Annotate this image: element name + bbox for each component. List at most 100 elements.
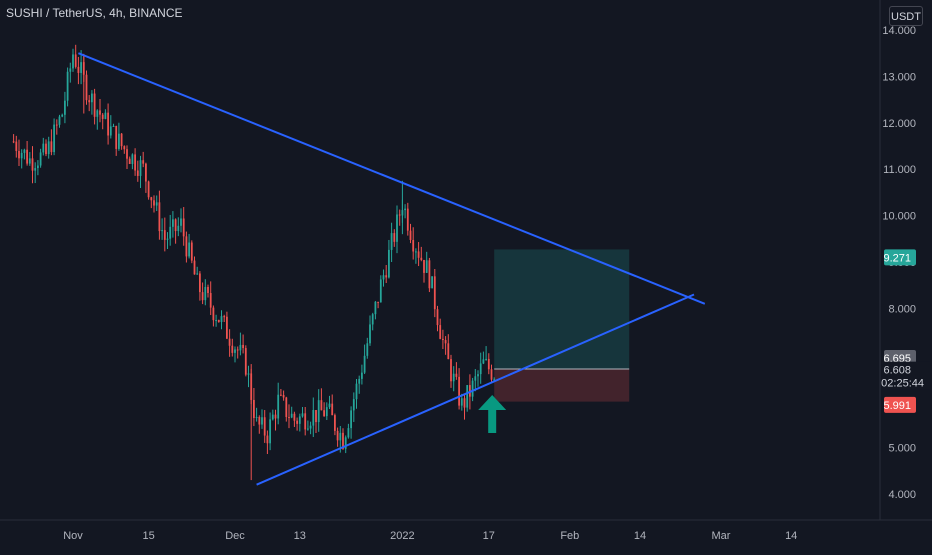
candle-body [80, 62, 82, 73]
candle-body [269, 419, 271, 444]
candle-body [47, 141, 50, 155]
candle-body [379, 279, 382, 303]
time-tick-label: Dec [225, 530, 245, 542]
candle-body [158, 202, 161, 232]
candle-body [39, 152, 42, 166]
candle-body [37, 165, 39, 169]
candle-body [282, 395, 285, 398]
time-tick-label: 14 [634, 530, 646, 542]
candle-body [50, 141, 53, 153]
candle-body [304, 413, 307, 430]
price-tick-label: 14.000 [882, 25, 916, 37]
candle-body [309, 425, 312, 429]
candle-body [134, 154, 136, 171]
candle-body [118, 133, 120, 149]
candle-body [58, 116, 61, 125]
price-tick-label: 12.000 [882, 118, 916, 130]
candle-body [447, 343, 450, 360]
candle-body [255, 416, 258, 419]
candle-body [493, 379, 496, 381]
candle-body [123, 146, 126, 150]
candle-body [85, 74, 88, 101]
candle-body [217, 319, 220, 323]
candle-body [315, 409, 317, 423]
candle-body [72, 54, 74, 69]
candle-body [96, 110, 99, 117]
stop-price-label-bg [884, 396, 916, 413]
candle-body [128, 158, 131, 164]
candle-body [382, 275, 385, 280]
candle-body [366, 343, 369, 356]
candle-body [336, 430, 339, 441]
candle-body [239, 344, 242, 351]
candle-body [296, 420, 298, 424]
candle-body [412, 239, 415, 252]
candle-body [404, 208, 406, 211]
price-tick-label: 4.000 [888, 489, 916, 501]
stop-price-label: 5.991 [883, 400, 911, 412]
candle-body [377, 301, 379, 303]
price-tick-label: 10.000 [882, 211, 916, 223]
candle-body [371, 314, 374, 325]
candle-body [109, 126, 112, 136]
candle-body [166, 238, 169, 240]
price-tick-label: 8.000 [888, 303, 916, 315]
candle-body [442, 338, 444, 341]
candle-body [66, 71, 69, 101]
candle-body [363, 355, 366, 373]
candle-body [126, 149, 128, 159]
candle-body [20, 152, 23, 159]
candle-body [136, 170, 139, 176]
candle-body [26, 149, 28, 164]
candle-body [439, 325, 442, 339]
stop-zone[interactable] [494, 368, 630, 402]
candle-body [334, 415, 336, 431]
candle-body [163, 230, 166, 240]
candle-body [342, 432, 344, 449]
time-axis[interactable]: Nov 15 Dec 13 2022 17 Feb 14 Mar 14 [63, 530, 797, 542]
candle-body [361, 372, 363, 379]
candle-body [207, 286, 209, 294]
candle-body [301, 413, 304, 417]
candle-body [23, 149, 26, 153]
candle-body [328, 403, 331, 408]
arrow-annotation [478, 395, 507, 433]
candle-body [436, 309, 439, 326]
lower-trendline[interactable] [256, 293, 695, 486]
candle-body [479, 363, 482, 375]
position-zones [494, 249, 630, 402]
candle-body [185, 236, 188, 257]
candle-body [450, 359, 452, 382]
candle-body [253, 399, 255, 419]
candle-body [393, 233, 396, 242]
time-tick-label: Mar [712, 530, 731, 542]
time-tick-label: Feb [560, 530, 579, 542]
candle-body [53, 124, 55, 153]
candle-body [247, 373, 250, 375]
upper-trendline[interactable] [78, 52, 706, 305]
currency-button[interactable]: USDT [889, 6, 923, 26]
candle-body [485, 358, 487, 360]
candle-body [196, 273, 199, 275]
candle-body [455, 373, 458, 377]
target-zone[interactable] [494, 249, 630, 369]
candle-body [288, 417, 290, 419]
target-price-label-bg [884, 249, 916, 266]
candle-body [242, 344, 244, 349]
candle-body [177, 225, 180, 232]
candle-body [290, 413, 293, 418]
candle-body [220, 316, 223, 323]
candle-body [145, 163, 147, 182]
candle-body [142, 160, 145, 164]
symbol-title: SUSHI / TetherUS, 4h, BINANCE [6, 6, 183, 20]
candle-body [409, 230, 412, 240]
candle-body [104, 112, 107, 119]
candle-body [431, 276, 433, 289]
up-arrow-icon [478, 395, 507, 433]
candle-body [12, 141, 15, 143]
candle-body [18, 150, 20, 159]
candle-body [398, 214, 401, 216]
